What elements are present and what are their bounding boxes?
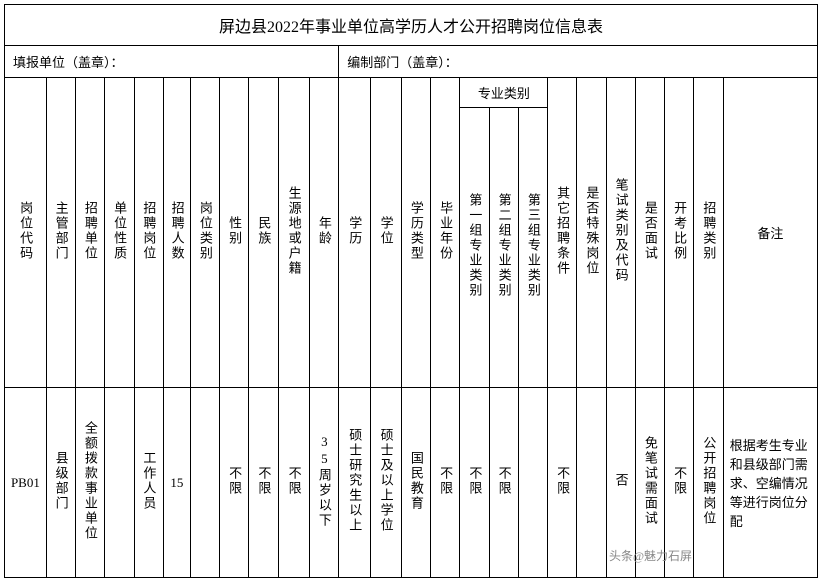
cell-ratio: 不限 — [665, 388, 694, 578]
header-recruit-post: 招聘岗位 — [134, 78, 163, 388]
header-grad-year: 毕业年份 — [431, 78, 460, 388]
header-interview: 是否面试 — [635, 78, 664, 388]
cell-recruit-post: 工作人员 — [134, 388, 163, 578]
header-degree: 学位 — [370, 78, 401, 388]
title-row: 屏边县2022年事业单位高学历人才公开招聘岗位信息表 — [5, 5, 818, 46]
cell-education: 硕士研究生以上 — [339, 388, 370, 578]
header-recruit-unit: 招聘单位 — [76, 78, 105, 388]
header-unit-nature: 单位性质 — [105, 78, 134, 388]
header-post-code: 岗位代码 — [5, 78, 47, 388]
table-title: 屏边县2022年事业单位高学历人才公开招聘岗位信息表 — [5, 5, 818, 46]
header-remark: 备注 — [723, 78, 817, 388]
cell-post-code: PB01 — [5, 388, 47, 578]
cell-supervisor: 县级部门 — [46, 388, 75, 578]
cell-post-type — [190, 388, 219, 578]
header-gender: 性别 — [220, 78, 249, 388]
cell-other-cond: 不限 — [548, 388, 577, 578]
cell-unit-nature — [105, 388, 134, 578]
header-recruit-num: 招聘人数 — [163, 78, 190, 388]
header-row-1: 岗位代码 主管部门 招聘单位 单位性质 招聘岗位 招聘人数 岗位类别 性别 民族… — [5, 78, 818, 108]
header-major2: 第二组专业类别 — [489, 108, 518, 388]
cell-origin: 不限 — [278, 388, 309, 578]
cell-recruit-type: 公开招聘岗位 — [694, 388, 723, 578]
header-special: 是否特殊岗位 — [577, 78, 606, 388]
header-ethnicity: 民族 — [249, 78, 278, 388]
header-education: 学历 — [339, 78, 370, 388]
cell-edu-type: 国民教育 — [401, 388, 430, 578]
subtitle-row: 填报单位（盖章）： 编制部门（盖章）： — [5, 46, 818, 78]
header-major1: 第一组专业类别 — [460, 108, 489, 388]
cell-recruit-num: 15 — [163, 388, 190, 578]
header-other-cond: 其它招聘条件 — [548, 78, 577, 388]
subtitle-right: 编制部门（盖章）： — [339, 46, 818, 78]
cell-exam-code: 否 — [606, 388, 635, 578]
cell-special — [577, 388, 606, 578]
cell-major3 — [518, 388, 547, 578]
header-supervisor: 主管部门 — [46, 78, 75, 388]
header-edu-type: 学历类型 — [401, 78, 430, 388]
cell-interview: 免笔试需面试 — [635, 388, 664, 578]
recruitment-table: 屏边县2022年事业单位高学历人才公开招聘岗位信息表 填报单位（盖章）： 编制部… — [4, 4, 818, 578]
cell-ethnicity: 不限 — [249, 388, 278, 578]
header-origin: 生源地或户籍 — [278, 78, 309, 388]
cell-major2: 不限 — [489, 388, 518, 578]
cell-age: 35周岁以下 — [310, 388, 339, 578]
cell-grad-year: 不限 — [431, 388, 460, 578]
header-ratio: 开考比例 — [665, 78, 694, 388]
data-row: PB01 县级部门 全额拨款事业单位 工作人员 15 不限 不限 不限 35周岁… — [5, 388, 818, 578]
header-age: 年龄 — [310, 78, 339, 388]
header-major3: 第三组专业类别 — [518, 108, 547, 388]
cell-gender: 不限 — [220, 388, 249, 578]
header-recruit-type: 招聘类别 — [694, 78, 723, 388]
cell-degree: 硕士及以上学位 — [370, 388, 401, 578]
header-major-group: 专业类别 — [460, 78, 548, 108]
cell-remark: 根据考生专业和县级部门需求、空编情况等进行岗位分配 — [723, 388, 817, 578]
cell-major1: 不限 — [460, 388, 489, 578]
subtitle-left: 填报单位（盖章）： — [5, 46, 339, 78]
cell-recruit-unit: 全额拨款事业单位 — [76, 388, 105, 578]
header-post-type: 岗位类别 — [190, 78, 219, 388]
header-exam-code: 笔试类别及代码 — [606, 78, 635, 388]
